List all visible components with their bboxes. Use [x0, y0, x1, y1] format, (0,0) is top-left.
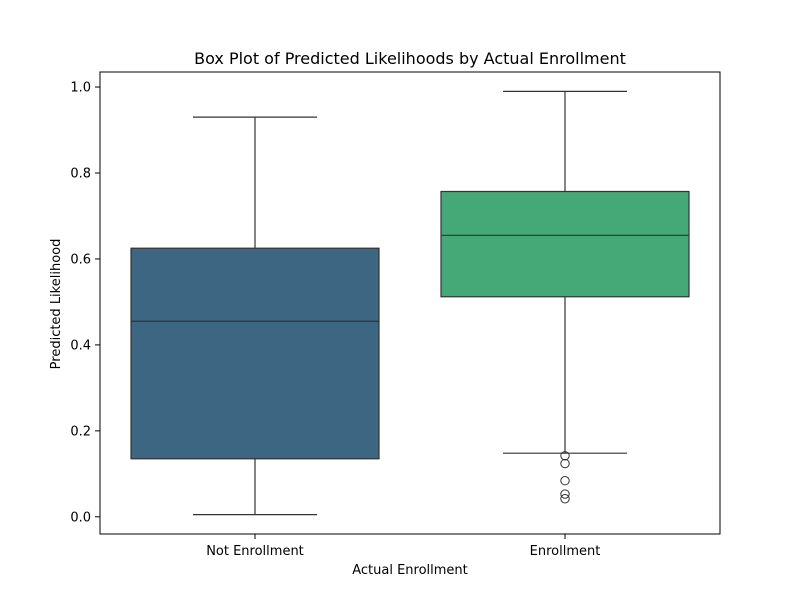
x-tick-label: Enrollment — [530, 544, 601, 559]
y-tick-label: 0.2 — [70, 424, 91, 439]
outlier-point — [560, 451, 570, 461]
y-tick-label: 0.6 — [70, 252, 91, 267]
x-axis-label: Actual Enrollment — [352, 563, 468, 578]
y-tick-label: 0.0 — [70, 510, 91, 525]
y-tick-label: 0.4 — [70, 338, 91, 353]
y-tick-label: 0.8 — [70, 166, 91, 181]
chart-title: Box Plot of Predicted Likelihoods by Act… — [194, 49, 626, 68]
x-tick-label: Not Enrollment — [206, 544, 304, 559]
y-tick-label: 1.0 — [70, 81, 91, 96]
outlier-point — [560, 458, 570, 469]
y-axis-label: Predicted Likelihood — [49, 239, 64, 370]
box-enrollment — [440, 190, 690, 298]
outlier-point — [560, 494, 570, 504]
outlier-point — [560, 489, 570, 499]
plot-area — [130, 90, 690, 516]
outlier-point — [560, 476, 570, 486]
plot-frame — [99, 71, 721, 535]
box-not-enrollment — [130, 247, 380, 460]
